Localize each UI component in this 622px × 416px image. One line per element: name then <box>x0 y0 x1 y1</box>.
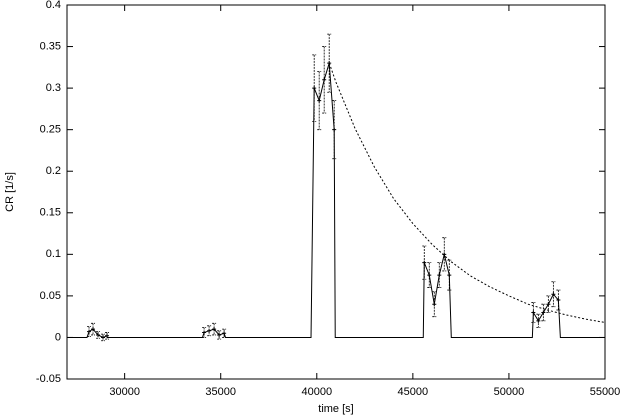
data-point <box>322 77 327 82</box>
x-tick-label: 45000 <box>398 386 429 398</box>
data-point <box>546 302 551 307</box>
error-bar <box>546 295 551 313</box>
data-point <box>317 98 322 103</box>
error-bar <box>332 100 337 160</box>
y-tick-label: 0.4 <box>46 0 61 11</box>
data-point <box>96 332 101 337</box>
error-bar <box>541 303 546 322</box>
data-point <box>541 310 546 315</box>
data-point <box>432 302 437 307</box>
x-tick-label: 30000 <box>109 386 140 398</box>
error-bar <box>327 33 332 93</box>
data-point <box>556 298 561 303</box>
x-tick-label: 55000 <box>590 386 621 398</box>
data-point <box>312 86 317 91</box>
error-bar <box>91 322 96 336</box>
x-axis-label: time [s] <box>318 403 353 415</box>
data-point <box>422 260 427 265</box>
data-point <box>332 127 337 132</box>
data-point <box>427 273 432 278</box>
error-bar <box>212 322 217 336</box>
y-tick-label: 0.3 <box>46 82 61 94</box>
y-tick-label: 0.15 <box>40 207 61 219</box>
data-point <box>447 273 452 278</box>
y-tick-label: 0.2 <box>46 165 61 177</box>
data-point <box>207 328 212 333</box>
y-tick-label: -0.05 <box>36 373 61 385</box>
data-point <box>437 273 442 278</box>
data-point <box>531 310 536 315</box>
x-tick-label: 50000 <box>494 386 525 398</box>
data-point <box>105 333 110 338</box>
x-tick-label: 35000 <box>205 386 236 398</box>
data-point <box>87 329 92 334</box>
y-axis-label: CR [1/s] <box>4 172 16 212</box>
data-point <box>217 332 222 337</box>
data-point <box>551 292 556 297</box>
light-curve <box>67 63 605 338</box>
plot-frame <box>66 4 606 380</box>
y-tick-label: 0 <box>55 331 61 343</box>
model-curve <box>328 63 606 323</box>
data-point <box>202 330 207 335</box>
error-bar <box>317 71 322 131</box>
y-tick-label: 0.05 <box>40 290 61 302</box>
data-point <box>536 318 541 323</box>
y-tick-label: 0.25 <box>40 124 61 136</box>
x-tick-label: 40000 <box>301 386 332 398</box>
y-tick-label: 0.1 <box>46 248 61 260</box>
data-point <box>327 61 332 66</box>
data-point <box>222 331 227 336</box>
y-tick-label: 0.35 <box>40 40 61 52</box>
data-point <box>212 327 217 332</box>
data-point <box>101 335 106 340</box>
data-point <box>91 327 96 332</box>
